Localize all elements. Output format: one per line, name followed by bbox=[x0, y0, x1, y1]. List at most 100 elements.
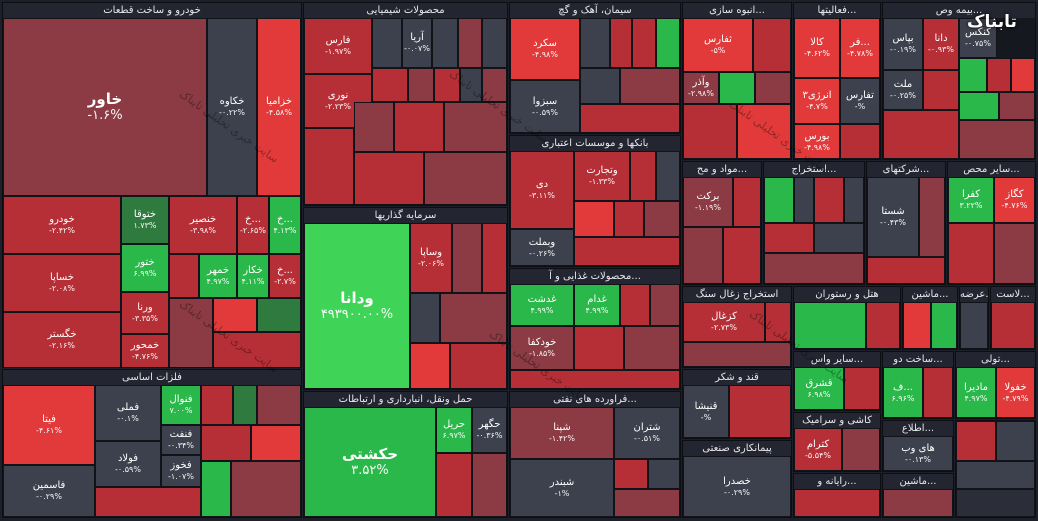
small-tile[interactable] bbox=[452, 223, 482, 293]
small-tile[interactable] bbox=[794, 177, 814, 223]
stock-tile[interactable]: برکت -۱.۱۹% bbox=[683, 177, 733, 227]
stock-tile[interactable]: قنیشا -% bbox=[683, 385, 729, 438]
stock-tile[interactable]: وآذر -۲.۹۸% bbox=[683, 72, 719, 104]
stock-tile[interactable]: ف... ۶.۹۶% bbox=[883, 367, 923, 418]
small-tile[interactable] bbox=[257, 385, 301, 425]
small-tile[interactable] bbox=[630, 151, 656, 201]
small-tile[interactable] bbox=[472, 453, 507, 517]
small-tile[interactable] bbox=[737, 104, 791, 159]
small-tile[interactable] bbox=[354, 152, 424, 205]
small-tile[interactable] bbox=[648, 459, 680, 489]
small-tile[interactable] bbox=[580, 18, 610, 68]
small-tile[interactable] bbox=[931, 302, 957, 349]
small-tile[interactable] bbox=[883, 489, 953, 517]
stock-tile[interactable]: فاسمین -۰.۲۹% bbox=[3, 465, 95, 517]
small-tile[interactable] bbox=[683, 104, 737, 159]
small-tile[interactable] bbox=[201, 425, 251, 461]
small-tile[interactable] bbox=[620, 68, 680, 104]
small-tile[interactable] bbox=[213, 298, 257, 332]
stock-tile[interactable]: خنصیر -۳.۹۸% bbox=[169, 196, 237, 254]
small-tile[interactable] bbox=[482, 223, 507, 293]
stock-tile[interactable]: کگاز -۴.۷۶% bbox=[994, 177, 1035, 223]
small-tile[interactable] bbox=[482, 18, 507, 68]
small-tile[interactable] bbox=[436, 453, 472, 517]
small-tile[interactable] bbox=[510, 370, 680, 389]
small-tile[interactable] bbox=[482, 68, 507, 102]
small-tile[interactable] bbox=[919, 177, 945, 257]
small-tile[interactable] bbox=[460, 68, 482, 102]
stock-tile[interactable]: سبزوا -۰.۵۹% bbox=[510, 80, 580, 133]
small-tile[interactable] bbox=[304, 128, 354, 205]
stock-tile[interactable]: مادیرا ۴.۹۷% bbox=[956, 367, 996, 418]
stock-tile[interactable]: های وب -۰.۱۳% bbox=[883, 436, 953, 471]
small-tile[interactable] bbox=[251, 425, 301, 461]
stock-tile[interactable]: فملی -۰.۱% bbox=[95, 385, 161, 441]
small-tile[interactable] bbox=[683, 342, 791, 367]
stock-tile[interactable]: خودکفا -۱.۸۵% bbox=[510, 326, 574, 370]
stock-tile[interactable]: فنفت -۰.۳۴% bbox=[161, 425, 201, 455]
small-tile[interactable] bbox=[624, 326, 680, 370]
stock-tile[interactable]: انرژی۳ -۴.۷% bbox=[794, 78, 840, 124]
small-tile[interactable] bbox=[959, 120, 1035, 159]
stock-tile[interactable]: کترام -۵.۵۴% bbox=[794, 428, 842, 471]
small-tile[interactable] bbox=[614, 489, 680, 517]
stock-tile[interactable]: دی -۳.۱۱% bbox=[510, 151, 574, 229]
stock-tile[interactable]: ختور ۶.۹۹% bbox=[121, 244, 169, 292]
stock-tile[interactable]: کزغال -۲.۷۳% bbox=[683, 302, 765, 342]
small-tile[interactable] bbox=[632, 18, 656, 68]
small-tile[interactable] bbox=[959, 58, 987, 92]
small-tile[interactable] bbox=[991, 302, 1035, 349]
stock-tile[interactable]: شپنا -۱.۴۲% bbox=[510, 407, 614, 459]
small-tile[interactable] bbox=[999, 92, 1035, 120]
small-tile[interactable] bbox=[842, 428, 880, 471]
stock-tile[interactable]: فولاد -۰.۵۹% bbox=[95, 441, 161, 487]
stock-tile[interactable]: خ... -۲.۶۵% bbox=[237, 196, 269, 254]
small-tile[interactable] bbox=[840, 124, 880, 159]
small-tile[interactable] bbox=[372, 68, 408, 102]
small-tile[interactable] bbox=[764, 223, 814, 253]
stock-tile[interactable]: ورنا -۳.۳۵% bbox=[121, 292, 169, 334]
small-tile[interactable] bbox=[729, 385, 791, 438]
small-tile[interactable] bbox=[644, 201, 680, 237]
stock-tile[interactable]: خکاوه -۰.۲۲% bbox=[207, 18, 257, 196]
stock-tile[interactable]: وساپا -۲.۰۶% bbox=[410, 223, 452, 293]
small-tile[interactable] bbox=[213, 332, 301, 367]
small-tile[interactable] bbox=[683, 227, 723, 284]
stock-tile[interactable]: وبملت -۰.۲۶% bbox=[510, 229, 574, 266]
small-tile[interactable] bbox=[614, 201, 644, 237]
small-tile[interactable] bbox=[764, 253, 864, 284]
small-tile[interactable] bbox=[959, 92, 999, 120]
small-tile[interactable] bbox=[996, 421, 1035, 461]
small-tile[interactable] bbox=[574, 326, 624, 370]
small-tile[interactable] bbox=[656, 18, 680, 68]
small-tile[interactable] bbox=[753, 18, 791, 72]
stock-tile[interactable]: ملت -۰.۲۵% bbox=[883, 70, 923, 110]
small-tile[interactable] bbox=[434, 68, 460, 102]
small-tile[interactable] bbox=[960, 302, 988, 349]
stock-tile[interactable]: نوری -۲.۲۳% bbox=[304, 74, 372, 128]
small-tile[interactable] bbox=[458, 18, 482, 68]
stock-tile[interactable]: ثفارس -۵% bbox=[683, 18, 753, 72]
small-tile[interactable] bbox=[169, 254, 199, 298]
small-tile[interactable] bbox=[844, 177, 864, 223]
small-tile[interactable] bbox=[610, 18, 632, 68]
small-tile[interactable] bbox=[410, 293, 440, 343]
small-tile[interactable] bbox=[614, 459, 648, 489]
stock-tile[interactable]: خگستر -۲.۱۶% bbox=[3, 312, 121, 367]
stock-tile[interactable]: کالا -۴.۶۲% bbox=[794, 18, 840, 78]
stock-tile[interactable]: خاور -۱.۶% bbox=[3, 18, 207, 196]
stock-tile[interactable]: بپاس -۰.۱۹% bbox=[883, 18, 923, 70]
small-tile[interactable] bbox=[923, 367, 953, 418]
stock-tile[interactable]: شستا -۰.۴۳% bbox=[867, 177, 919, 257]
stock-tile[interactable]: خمحور -۴.۷۶% bbox=[121, 334, 169, 367]
stock-tile[interactable]: خفولا -۴.۷۹% bbox=[996, 367, 1035, 418]
small-tile[interactable] bbox=[169, 298, 213, 367]
small-tile[interactable] bbox=[987, 58, 1011, 92]
stock-tile[interactable]: سکرد -۴.۹۸% bbox=[510, 18, 580, 80]
stock-tile[interactable]: فنوال ۷.۰۰% bbox=[161, 385, 201, 425]
stock-tile[interactable]: وتجارت -۱.۳۳% bbox=[574, 151, 630, 201]
small-tile[interactable] bbox=[903, 302, 931, 349]
small-tile[interactable] bbox=[814, 223, 864, 253]
small-tile[interactable] bbox=[719, 72, 755, 104]
small-tile[interactable] bbox=[257, 298, 301, 332]
